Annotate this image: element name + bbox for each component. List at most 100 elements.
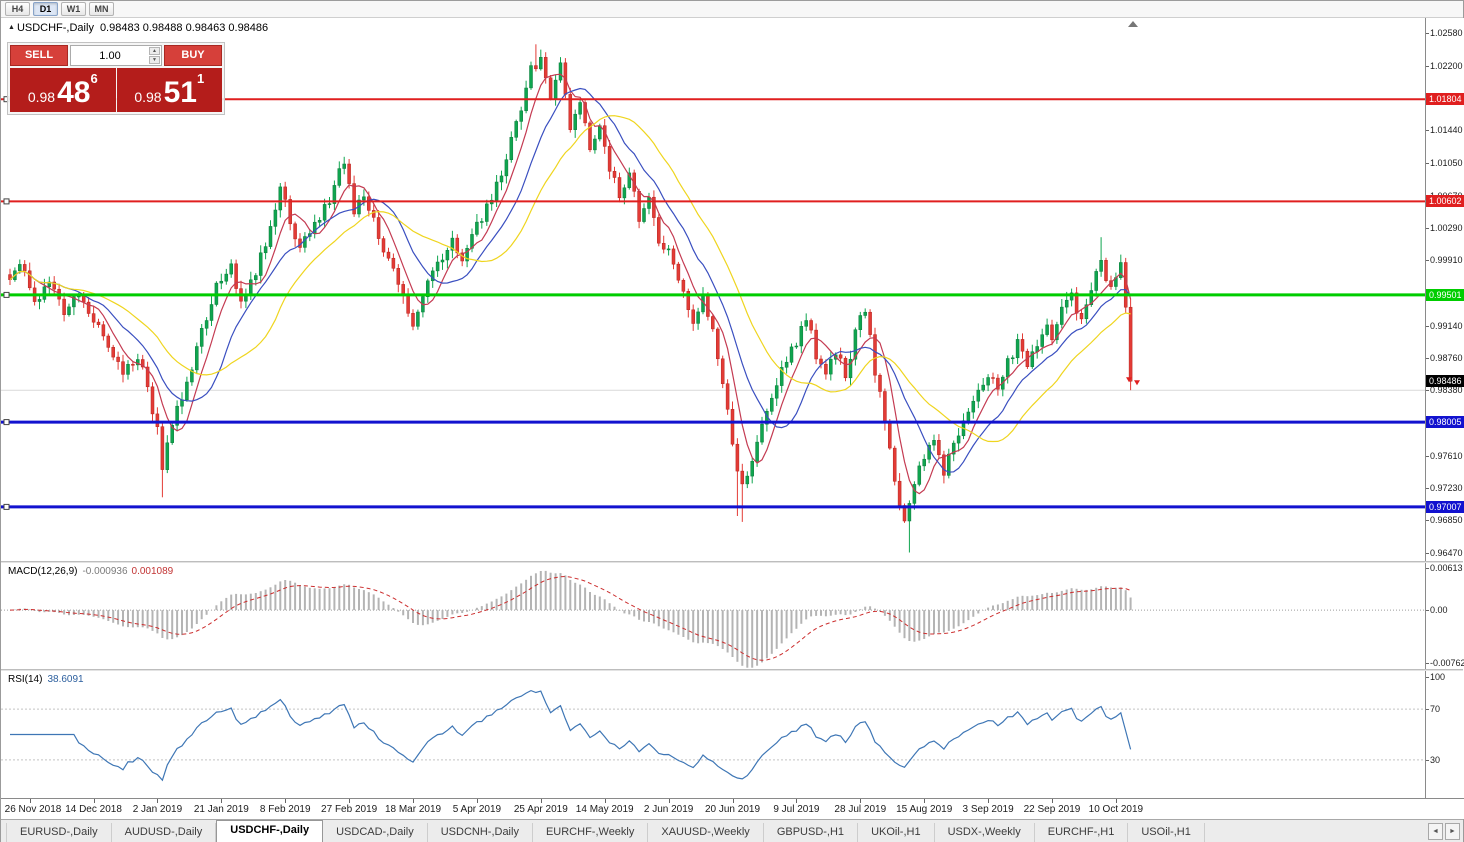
chart-tab-eurchf-weekly[interactable]: EURCHF-,Weekly <box>533 823 649 842</box>
chart-tab-ukoil-h1[interactable]: UKOil-,H1 <box>858 823 935 842</box>
scale-tick-label: 1.01050 <box>1430 158 1463 169</box>
volume-input[interactable] <box>71 46 161 66</box>
scale-tick-mark <box>1426 455 1429 457</box>
scale-tick-label: 0.98760 <box>1430 352 1463 363</box>
tab-scroll-right-icon[interactable]: ► <box>1445 823 1460 840</box>
rsi-title: RSI(14) <box>8 674 43 685</box>
scale-tick-label: 30 <box>1430 754 1441 765</box>
chart-tab-usdcad-daily[interactable]: USDCAD-,Daily <box>323 823 428 842</box>
timeframe-button-mn[interactable]: MN <box>89 2 114 16</box>
macd-indicator-pane[interactable] <box>1 563 1425 669</box>
chart-tab-eurchf-h1[interactable]: EURCHF-,H1 <box>1035 823 1129 842</box>
price-scale[interactable]: 1.025801.022001.014401.010501.006701.002… <box>1425 18 1464 798</box>
timeframe-button-w1[interactable]: W1 <box>61 2 86 16</box>
price-level-badge: 1.01804 <box>1426 93 1464 106</box>
scale-tick-label: 1.02580 <box>1430 28 1463 39</box>
symbol-title: USDCHF-,Daily <box>16 22 94 34</box>
rsi-indicator-pane[interactable] <box>1 671 1425 798</box>
scale-tick-mark <box>1426 260 1429 262</box>
scale-tick-label: 1.00290 <box>1430 222 1463 233</box>
pane-splitter[interactable] <box>1 669 1463 671</box>
date-label: 18 Mar 2019 <box>384 804 442 815</box>
volume-up-icon[interactable]: ▲ <box>149 47 160 55</box>
price-level-badge: 1.00602 <box>1426 195 1464 208</box>
one-click-trading-panel: SELL ▲ ▼ BUY 0.98 48 6 0.98 51 1 <box>7 42 225 115</box>
candlesticks <box>8 44 1133 553</box>
chart-tab-usdchf-daily[interactable]: USDCHF-,Daily <box>216 820 324 842</box>
date-label: 3 Sep 2019 <box>962 804 1014 815</box>
buy-price-sup: 1 <box>196 71 205 86</box>
sell-button[interactable]: SELL <box>10 45 68 66</box>
scale-tick-label: 70 <box>1430 704 1441 715</box>
timeframe-button-d1[interactable]: D1 <box>33 2 58 16</box>
collapse-arrow-icon[interactable]: ▲ <box>8 24 15 31</box>
date-label: 21 Jan 2019 <box>193 804 249 815</box>
macd-signal-line <box>9 575 1131 661</box>
date-label: 2 Jan 2019 <box>132 804 183 815</box>
date-tick-mark <box>1115 799 1117 803</box>
macd-value-signal: 0.001089 <box>131 566 174 577</box>
chart-shift-marker-icon[interactable] <box>1128 21 1138 27</box>
scale-tick-mark <box>1426 390 1429 392</box>
scale-tick-mark <box>1426 227 1429 229</box>
scale-tick-mark <box>1426 163 1429 165</box>
level-handle[interactable] <box>3 419 10 426</box>
scale-tick-label: 0.96850 <box>1430 515 1463 526</box>
chart-tab-eurusd-daily[interactable]: EURUSD-,Daily <box>6 823 112 842</box>
price-chart-pane[interactable] <box>1 18 1425 561</box>
pane-splitter[interactable] <box>1 561 1463 563</box>
scale-tick-mark <box>1426 552 1429 554</box>
level-handle[interactable] <box>3 198 10 205</box>
price-level-badge: 0.97007 <box>1426 500 1464 513</box>
date-tick-mark <box>732 799 734 803</box>
date-tick-mark <box>1051 799 1053 803</box>
scale-tick-label: 0.97610 <box>1430 450 1463 461</box>
rsi-line <box>10 689 1132 782</box>
scale-tick-label: 0.99910 <box>1430 255 1463 266</box>
date-tick-mark <box>668 799 670 803</box>
scale-tick-mark <box>1426 677 1429 678</box>
scale-tick-label: 0.98380 <box>1430 385 1463 396</box>
timeframe-button-h4[interactable]: H4 <box>5 2 30 16</box>
volume-down-icon[interactable]: ▼ <box>149 56 160 64</box>
date-tick-mark <box>604 799 606 803</box>
date-tick-mark <box>221 799 223 803</box>
scale-tick-mark <box>1426 567 1429 569</box>
chart-tab-usdx-weekly[interactable]: USDX-,Weekly <box>935 823 1035 842</box>
macd-histogram <box>13 570 1132 668</box>
date-label: 14 Dec 2018 <box>65 804 122 815</box>
date-tick-mark <box>93 799 95 803</box>
scale-tick-label: 0.96470 <box>1430 547 1463 558</box>
sell-price-display: 0.98 48 6 <box>10 68 116 112</box>
date-tick-mark <box>796 799 798 803</box>
chart-tab-audusd-daily[interactable]: AUDUSD-,Daily <box>112 823 217 842</box>
date-label: 14 May 2019 <box>575 804 634 815</box>
tab-scroll-left-icon[interactable]: ◄ <box>1428 823 1443 840</box>
ohlc-values: 0.98483 0.98488 0.98463 0.98486 <box>99 22 269 34</box>
price-level-badge: 0.98005 <box>1426 416 1464 429</box>
scale-tick-mark <box>1426 325 1429 327</box>
moving-average-line-6 <box>9 73 1132 495</box>
scale-tick-mark <box>1426 130 1429 132</box>
level-handle[interactable] <box>3 291 10 298</box>
buy-button[interactable]: BUY <box>164 45 222 66</box>
level-handle[interactable] <box>3 503 10 510</box>
scale-tick-mark <box>1426 357 1429 359</box>
date-axis[interactable]: 26 Nov 2018 14 Dec 2018 2 Jan 2019 21 Jan 2… <box>1 798 1464 819</box>
scale-tick-mark <box>1426 520 1429 522</box>
chart-tab-usoil-h1[interactable]: USOil-,H1 <box>1128 823 1205 842</box>
date-label: 2 Jun 2019 <box>643 804 694 815</box>
scale-tick-label: 0.97230 <box>1430 482 1463 493</box>
chart-tab-usdcnh-daily[interactable]: USDCNH-,Daily <box>428 823 533 842</box>
date-label: 27 Feb 2019 <box>321 804 378 815</box>
scale-tick-label: 0.99140 <box>1430 320 1463 331</box>
tick-arrow-icon <box>1134 380 1140 386</box>
chart-tab-xauusd-weekly[interactable]: XAUUSD-,Weekly <box>648 823 764 842</box>
date-tick-mark <box>413 799 415 803</box>
chart-symbol-header: ▲ USDCHF-,Daily 0.98483 0.98488 0.98463 0.… <box>8 22 268 34</box>
rsi-value: 38.6091 <box>47 674 84 685</box>
chart-tab-gbpusd-h1[interactable]: GBPUSD-,H1 <box>764 823 859 842</box>
macd-indicator-label: MACD(12,26,9) -0.000936 0.001089 <box>8 566 173 577</box>
scale-tick-mark <box>1426 65 1429 67</box>
